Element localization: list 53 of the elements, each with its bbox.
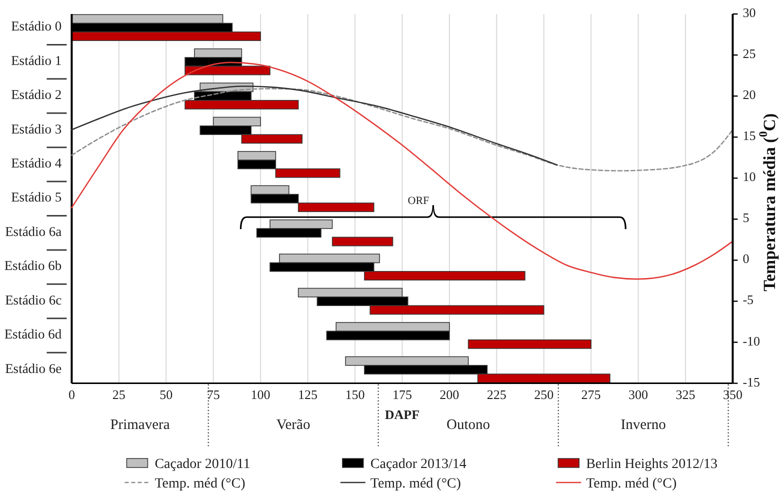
- y-tick-label: 15: [742, 128, 756, 144]
- x-tick-label: 50: [160, 387, 173, 402]
- x-tick-label: 300: [628, 387, 648, 402]
- y-tick-label: -15: [742, 374, 760, 390]
- y-tick-label: -5: [742, 292, 754, 308]
- x-tick-label: 275: [581, 387, 601, 402]
- y-tick-label: Estádio 1: [11, 52, 62, 68]
- y-tick-label: Estádio 3: [11, 121, 62, 136]
- x-tick-label: 200: [440, 387, 460, 402]
- legend-label: Temp. méd (°C): [154, 476, 246, 492]
- y-tick-label: 30: [742, 4, 756, 20]
- text: Inverno: [620, 417, 666, 433]
- x-tick-label: 25: [112, 387, 126, 402]
- x-tick-label: 350: [722, 387, 742, 402]
- x-axis-title: DAPF: [384, 407, 420, 422]
- y-tick-label: Estádio 6e: [5, 360, 62, 376]
- legend-label: Temp. méd (°C): [586, 476, 677, 492]
- x-tick-label: 75: [206, 387, 220, 402]
- y-tick-label: Estádio 5: [11, 190, 62, 205]
- x-tick-label: 325: [676, 387, 696, 402]
- y-tick-label: 20: [742, 87, 756, 102]
- y-tick-label: 10: [742, 169, 756, 184]
- legend-label: Caçador 2013/14: [370, 457, 466, 472]
- bar: [468, 339, 592, 349]
- y-tick-label: Estádio 6a: [5, 224, 62, 239]
- x-tick-label: 250: [534, 387, 554, 402]
- x-tick-label: 175: [392, 387, 412, 402]
- line-series: [71, 62, 734, 280]
- legend-label: Caçador 2010/11: [154, 457, 250, 472]
- y-tick-label: Estádio 2: [11, 87, 62, 102]
- legend-label: Temp. méd (°C): [370, 476, 462, 492]
- text: Verão: [276, 417, 310, 433]
- y-tick-label: 0: [742, 251, 750, 266]
- x-tick-label: 0: [68, 387, 75, 402]
- line-series: [71, 86, 558, 166]
- y-tick-label: 5: [742, 210, 750, 226]
- y-tick-label: Estádio 6c: [5, 292, 62, 308]
- x-tick-label: 125: [298, 387, 318, 402]
- legend-label: Berlin Heights 2012/13: [586, 457, 718, 472]
- x-tick-label: 150: [345, 387, 365, 402]
- y-tick-label: Estádio 6b: [4, 258, 62, 274]
- text: Primavera: [110, 417, 170, 433]
- y-tick-label: Estádio 6d: [4, 326, 62, 342]
- x-tick-label: 225: [486, 387, 506, 402]
- y-tick-label: -10: [742, 333, 760, 348]
- line-series: [71, 88, 734, 172]
- bar: [332, 236, 394, 246]
- y-tick-label: 25: [742, 46, 756, 62]
- y-tick-label: Estádio 4: [11, 156, 62, 171]
- text: Outono: [446, 417, 490, 433]
- y-tick-label: Estádio 0: [11, 18, 62, 34]
- x-tick-label: 100: [250, 387, 270, 402]
- annotation: ORF: [408, 195, 430, 208]
